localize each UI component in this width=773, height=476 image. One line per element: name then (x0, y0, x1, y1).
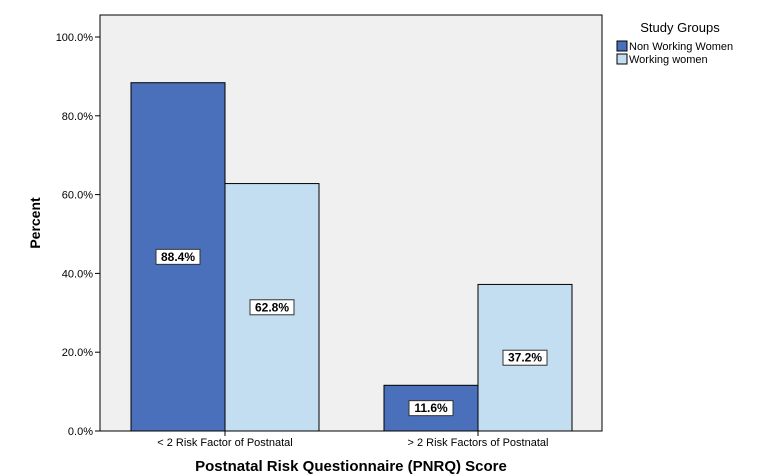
data-label-box (502, 349, 548, 366)
legend-label: Working women (629, 54, 708, 66)
x-axis-title: Postnatal Risk Questionnaire (PNRQ) Scor… (195, 458, 507, 475)
legend-swatch (616, 53, 628, 65)
y-tick-label: 60.0% (62, 190, 93, 202)
x-tick-label: < 2 Risk Factor of Postnatal (157, 437, 292, 449)
data-label: 88.4% (161, 250, 195, 264)
data-label: 37.2% (508, 351, 542, 365)
y-tick-label: 20.0% (62, 347, 93, 359)
data-label: 62.8% (255, 300, 289, 314)
y-axis-title: Percent (27, 197, 43, 249)
y-tick-label: 80.0% (62, 111, 93, 123)
y-tick-label: 100.0% (56, 32, 94, 44)
legend-title: Study Groups (640, 20, 720, 35)
data-label: 11.6% (414, 401, 448, 415)
y-axis: 0.0% 20.0% 40.0% 60.0% 80.0% 100.0% (56, 32, 100, 438)
data-labels: 88.4% 62.8% 11.6% 37.2% (155, 248, 548, 417)
data-label-box (408, 400, 454, 417)
y-tick-label: 40.0% (62, 268, 93, 280)
legend-swatch (616, 40, 628, 52)
legend-label: Non Working Women (629, 41, 733, 53)
x-tick-label: > 2 Risk Factors of Postnatal (408, 437, 549, 449)
data-label-box (155, 248, 201, 265)
data-label-box (249, 299, 295, 316)
y-tick-label: 0.0% (68, 426, 93, 438)
x-axis: < 2 Risk Factor of Postnatal > 2 Risk Fac… (157, 431, 548, 449)
